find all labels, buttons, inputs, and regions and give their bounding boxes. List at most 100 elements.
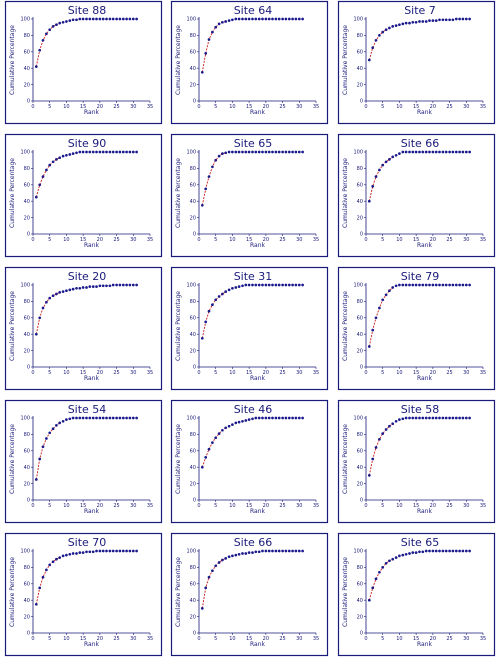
data-point xyxy=(71,287,75,291)
data-point xyxy=(214,25,218,29)
x-tick-label: 15 xyxy=(80,636,86,642)
data-point xyxy=(448,18,451,22)
data-point xyxy=(61,419,65,423)
x-tick-label: 0 xyxy=(364,104,367,110)
data-point xyxy=(267,17,271,21)
x-axis-label: Rank xyxy=(84,242,100,249)
data-point xyxy=(297,283,301,287)
data-point xyxy=(434,283,438,287)
x-axis-label: Rank xyxy=(417,242,433,249)
y-tick-label: 60 xyxy=(190,316,196,322)
data-point xyxy=(247,283,251,287)
data-point xyxy=(458,283,461,287)
data-point xyxy=(241,17,244,21)
data-point xyxy=(105,284,108,288)
data-point xyxy=(297,150,301,154)
data-point xyxy=(234,421,238,425)
data-point xyxy=(271,17,274,21)
x-tick-label: 10 xyxy=(396,503,402,509)
data-point xyxy=(277,17,281,21)
data-point xyxy=(431,19,435,22)
x-tick-label: 25 xyxy=(279,370,285,376)
data-point xyxy=(384,561,388,565)
y-axis-label: Cumulative Percentage xyxy=(9,424,16,494)
y-tick-label: 20 xyxy=(24,481,30,487)
data-point xyxy=(55,23,58,27)
x-tick-label: 25 xyxy=(113,636,119,642)
data-point xyxy=(434,150,438,154)
data-point xyxy=(221,428,224,432)
data-point xyxy=(284,17,288,21)
data-point xyxy=(271,283,274,287)
data-point xyxy=(135,17,138,21)
data-point xyxy=(41,175,45,178)
y-tick-label: 60 xyxy=(357,449,363,455)
data-point xyxy=(55,424,58,427)
x-tick-label: 15 xyxy=(246,636,252,642)
x-tick-label: 10 xyxy=(63,104,69,110)
x-tick-label: 0 xyxy=(31,503,34,509)
chart-title: Site 64 xyxy=(234,4,273,17)
data-point xyxy=(398,283,401,287)
data-point xyxy=(71,18,75,22)
fit-line xyxy=(35,22,60,67)
data-point xyxy=(411,150,415,154)
y-tick-label: 100 xyxy=(186,416,196,422)
fit-line xyxy=(35,557,60,605)
data-point xyxy=(257,550,261,554)
data-point xyxy=(277,549,281,553)
y-tick-label: 20 xyxy=(24,215,30,221)
y-tick-label: 60 xyxy=(190,183,196,189)
data-point xyxy=(68,153,72,156)
x-tick-label: 0 xyxy=(197,636,200,642)
data-point xyxy=(241,419,244,423)
data-point xyxy=(381,163,385,167)
data-point xyxy=(48,296,52,300)
chart-panel: Site 66 0 20 40 60 80 100 0 5 10 15 20 25 30 35 Rank Cum… xyxy=(170,532,329,657)
x-tick-label: 25 xyxy=(113,104,119,110)
data-point xyxy=(88,416,92,420)
data-point xyxy=(108,284,112,288)
data-point xyxy=(85,416,88,420)
x-tick-label: 25 xyxy=(113,370,119,376)
data-point xyxy=(128,150,132,154)
x-tick-label: 15 xyxy=(80,104,86,110)
data-point xyxy=(200,70,204,74)
data-point xyxy=(244,150,248,154)
y-tick-label: 20 xyxy=(190,348,196,354)
x-tick-label: 5 xyxy=(381,237,384,243)
data-point xyxy=(38,183,42,187)
data-point xyxy=(98,17,102,21)
x-tick-label: 30 xyxy=(296,237,302,243)
data-point xyxy=(247,150,251,154)
data-point xyxy=(294,17,298,21)
data-point xyxy=(444,416,448,420)
data-point xyxy=(111,416,115,420)
y-axis-label: Cumulative Percentage xyxy=(175,25,182,95)
data-point xyxy=(51,427,55,431)
data-point xyxy=(95,150,98,154)
data-point xyxy=(251,283,254,287)
data-point xyxy=(75,286,78,290)
data-point xyxy=(441,150,445,154)
x-tick-label: 20 xyxy=(263,503,269,509)
y-tick-label: 80 xyxy=(24,33,30,39)
data-point xyxy=(441,549,445,553)
data-point xyxy=(421,20,425,23)
data-point xyxy=(374,446,378,449)
data-point xyxy=(398,554,401,558)
data-point xyxy=(101,17,105,21)
data-point xyxy=(431,150,435,154)
y-axis-label: Cumulative Percentage xyxy=(9,25,16,95)
data-point xyxy=(224,557,228,560)
chart-title: Site 79 xyxy=(401,270,440,283)
chart-panel: Site 70 0 20 40 60 80 100 0 5 10 15 20 25 30 35 Rank Cum… xyxy=(4,532,163,657)
y-tick-label: 0 xyxy=(360,365,363,371)
y-tick-label: 80 xyxy=(190,166,196,172)
x-tick-label: 35 xyxy=(480,636,486,642)
chart-panel: Site 79 0 20 40 60 80 100 0 5 10 15 20 25 30 35 Rank Cum… xyxy=(337,266,496,391)
data-point xyxy=(257,150,261,154)
y-tick-label: 0 xyxy=(193,232,196,238)
data-point xyxy=(444,18,448,22)
data-point xyxy=(384,28,388,32)
